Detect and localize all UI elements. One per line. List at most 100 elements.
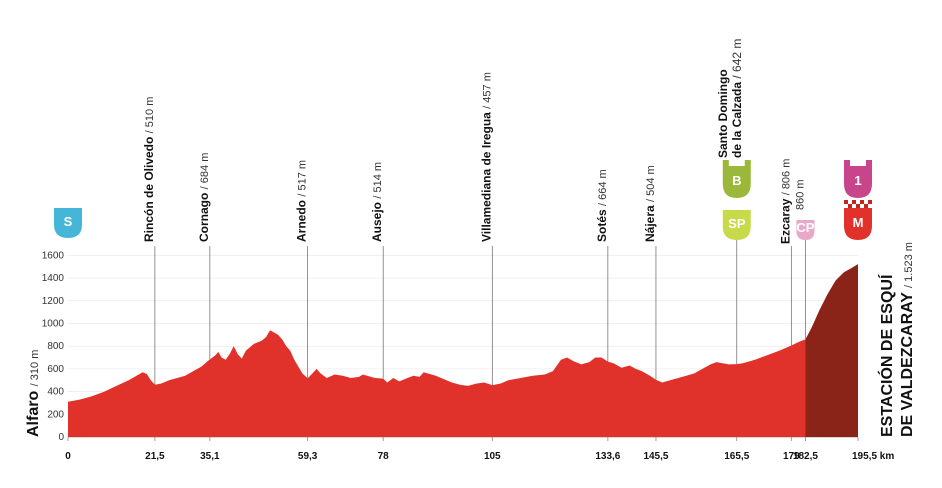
waypoint-name: Ezcaray / 806 m [778, 159, 792, 244]
badge-label: S [64, 214, 73, 229]
badges-layer: S B SP CP 1 M [54, 160, 872, 240]
waypoint-alt: / 642 m [730, 39, 744, 79]
km-tick-label: 179 [783, 451, 800, 462]
start-name: Alfaro / 310 m [25, 350, 42, 437]
badge-shape [54, 208, 82, 238]
waypoint-label: Villamediana de Iregua / 457 m [479, 72, 493, 242]
badge-notch [722, 160, 729, 166]
km-tick-label: 21,5 [145, 451, 165, 462]
km-tick-label: 145,5 [643, 451, 668, 462]
waypoint-name: Santo Domingo [716, 69, 730, 158]
y-tick-label: 1600 [42, 250, 65, 261]
waypoint-alt: / 510 m [144, 97, 156, 134]
waypoint-labels-layer: Rincón de Olivedo / 510 m Cornago / 684 m… [142, 39, 807, 244]
km-tick-label: 182,5 [793, 451, 818, 462]
badge-checker [848, 204, 852, 208]
badge-1: 1 [844, 160, 872, 198]
km-tick-label: 0 [65, 451, 71, 462]
waypoint-name: de la Calzada / 642 m [730, 39, 744, 158]
finish-name-line1: ESTACIÓN DE ESQUÍ [877, 274, 896, 437]
waypoint-alt: / 517 m [297, 160, 309, 197]
badge-label: CP [796, 220, 814, 235]
badge-checker [856, 200, 860, 204]
waypoint-label: Ezcaray / 806 m [778, 159, 792, 244]
start-finish-labels: Alfaro / 310 m ESTACIÓN DE ESQUÍ DE VALDEZ… [25, 242, 916, 437]
start-label: Alfaro / 310 m [25, 350, 42, 437]
y-tick-label: 400 [47, 387, 64, 398]
badge-m: M [844, 200, 872, 240]
badge-label: 1 [854, 173, 861, 188]
badge-b: B [722, 160, 751, 198]
badge-shape [722, 166, 751, 198]
badge-notch [844, 160, 850, 166]
waypoint-alt: / 684 m [199, 153, 211, 190]
finish-name-line2: DE VALDEZCARAY / 1.523 m [899, 242, 916, 437]
km-axis-ticks: 0 21,5 35,1 59,3 78 105 133,6 145,5 165,5 179182,… [65, 437, 894, 462]
waypoint-label: Arnedo / 517 m [295, 160, 309, 242]
km-tick-label: 133,6 [595, 451, 620, 462]
waypoint-label: Rincón de Olivedo / 510 m [142, 97, 156, 242]
y-tick-label: 1200 [42, 296, 65, 307]
badge-label: M [853, 215, 864, 230]
badge-checker [868, 204, 872, 208]
y-axis-ticks: 0 200 400 600 800 1000 1200 1400 1600 [42, 250, 65, 443]
badge-label: SP [728, 216, 746, 231]
waypoint-name: Villamediana de Iregua / 457 m [479, 72, 493, 242]
km-tick-label: 35,1 [200, 451, 220, 462]
waypoint-name: Nájera / 504 m [643, 165, 657, 242]
waypoint-name: Rincón de Olivedo / 510 m [142, 97, 156, 242]
badge-checker [844, 200, 848, 204]
badge-s: S [54, 208, 82, 238]
badge-sp: SP [722, 210, 751, 240]
waypoint-alt: / 514 m [372, 162, 384, 199]
badge-shape [844, 166, 872, 198]
y-tick-label: 1400 [42, 273, 65, 284]
badge-notch [866, 160, 872, 166]
y-tick-label: 200 [47, 409, 64, 420]
badge-checker [852, 204, 856, 208]
badge-shape [796, 220, 815, 240]
waypoint-name: Ausejo / 514 m [370, 162, 384, 242]
badge-label: B [732, 173, 741, 188]
waypoint-label: 860 m [794, 179, 806, 210]
badge-checker [844, 204, 848, 208]
waypoint-label: Cornago / 684 m [197, 153, 211, 242]
badge-checker [868, 200, 872, 204]
waypoint-label: Santo Domingo de la Calzada / 642 m [716, 39, 744, 158]
badge-checker [864, 204, 868, 208]
start-alt: / 310 m [29, 350, 41, 387]
y-tick-label: 600 [47, 364, 64, 375]
km-tick-label: 78 [378, 451, 390, 462]
waypoint-label: Ausejo / 514 m [370, 162, 384, 242]
y-tick-label: 800 [47, 341, 64, 352]
waypoint-name: Arnedo / 517 m [295, 160, 309, 242]
km-tick-label: 195,5 km [852, 451, 894, 462]
waypoint-alt: 860 m [794, 179, 806, 210]
waypoint-alt: / 806 m [780, 159, 792, 196]
y-tick-label: 0 [58, 432, 64, 443]
badge-checker [848, 200, 852, 204]
badge-checker [856, 204, 860, 208]
waypoint-name: 860 m [794, 179, 806, 210]
badge-checker [864, 200, 868, 204]
km-tick-label: 105 [484, 451, 501, 462]
waypoint-lines-layer [154, 238, 806, 386]
final-climb-area [805, 264, 858, 437]
badge-shape [722, 210, 751, 240]
km-tick-label: 165,5 [724, 451, 749, 462]
km-tick-label: 59,3 [298, 451, 318, 462]
waypoint-name: Sotés / 664 m [595, 169, 609, 242]
finish-alt: / 1.523 m [903, 242, 915, 288]
profile-area [68, 264, 858, 437]
badge-notch [744, 160, 751, 166]
badge-checker [852, 200, 856, 204]
waypoint-alt: / 457 m [481, 72, 493, 109]
badge-cp: CP [796, 220, 815, 240]
badge-checker [860, 200, 864, 204]
badge-checker [860, 204, 864, 208]
waypoint-name: Cornago / 684 m [197, 153, 211, 242]
profile-area-layer [68, 264, 858, 437]
waypoint-alt: / 664 m [597, 169, 609, 206]
